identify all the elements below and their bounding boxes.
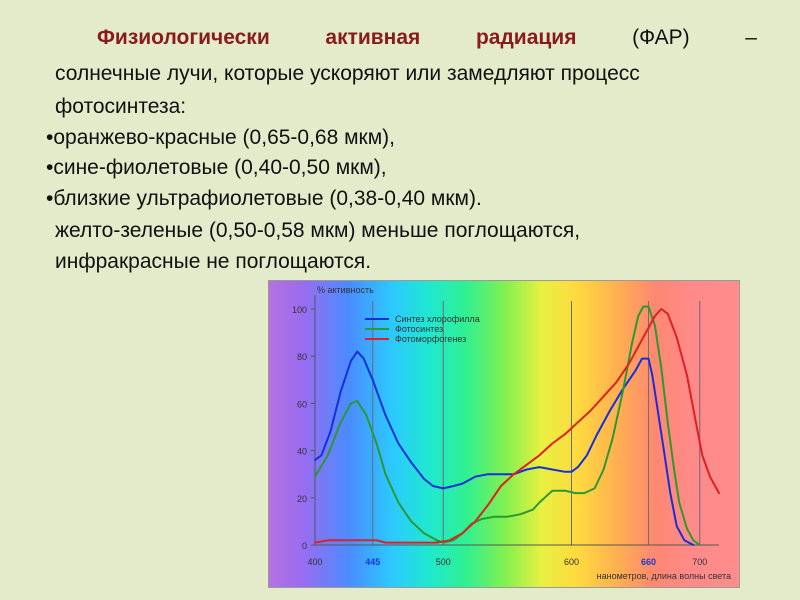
y-tick-label-40: 40: [297, 447, 307, 457]
x-tick-label-660: 660: [641, 557, 656, 567]
definition-line-1: солнечные лучи, которые ускоряют или зам…: [55, 62, 640, 85]
series-line-1: [314, 350, 695, 546]
x-axis-title: нанометров, длина волны света: [597, 571, 731, 581]
x-tick-label-700: 700: [692, 557, 707, 567]
bullet-orange-red: •оранжево-красные (0,65-0,68 мкм),: [46, 126, 396, 149]
note-infrared: инфракрасные не поглощаются.: [55, 250, 372, 273]
x-tick-label-445: 445: [365, 557, 380, 567]
y-tick-label-80: 80: [297, 352, 307, 362]
title-dash: –: [745, 26, 757, 49]
title-abbrev: (ФАР): [632, 26, 690, 49]
y-axis-title: % активность: [317, 285, 374, 295]
y-tick-label-100: 100: [292, 305, 307, 315]
title-word-2: активная: [325, 26, 421, 49]
y-tick-label-0: 0: [302, 541, 307, 551]
x-tick-label-600: 600: [564, 557, 579, 567]
bullet-near-uv: •близкие ультрафиолетовые (0,38-0,40 мкм…: [46, 187, 482, 210]
title-word-3: радиация: [475, 26, 577, 49]
chart-svg: 0 20 40 60 80 100 400 445 500 600 660 700 Синтез хл…: [269, 281, 739, 587]
legend-label-3: Фотоморфогенез: [395, 334, 466, 344]
note-yellow-green: желто-зеленые (0,50-0,58 мкм) меньше пог…: [55, 219, 581, 242]
y-tick-label-60: 60: [297, 399, 307, 409]
x-tick-label-400: 400: [307, 557, 322, 567]
slide-title: Физиологически активная радиация (ФАР) –: [97, 26, 757, 50]
series-line-2: [314, 305, 701, 546]
x-tick-label-500: 500: [436, 557, 451, 567]
spectrum-chart: 0 20 40 60 80 100 400 445 500 600 660 700 Синтез хл…: [268, 280, 740, 588]
definition-line-2: фотосинтеза:: [55, 95, 187, 118]
series-line-3: [314, 308, 720, 544]
legend-label-2: Фотосинтез: [395, 324, 443, 334]
legend-label-1: Синтез хлорофилла: [395, 314, 480, 324]
title-word-1: Физиологически: [97, 26, 270, 49]
bullet-blue-violet: •сине-фиолетовые (0,40-0,50 мкм),: [46, 156, 387, 179]
y-tick-label-20: 20: [297, 494, 307, 504]
